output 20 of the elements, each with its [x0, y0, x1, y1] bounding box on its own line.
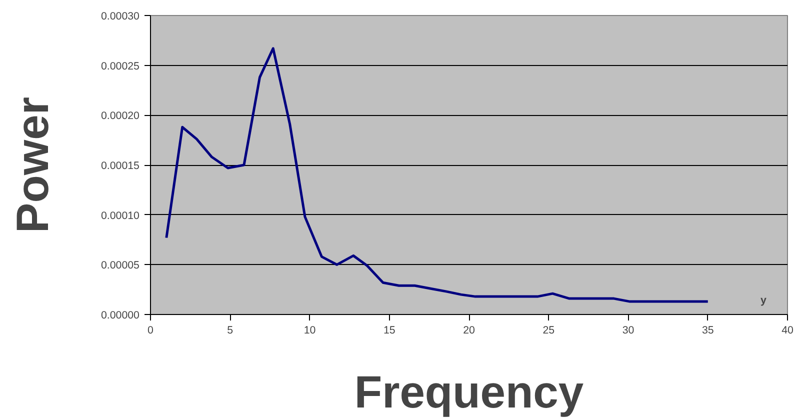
x-tick-label: 5: [227, 324, 234, 336]
x-tick-label: 10: [304, 324, 316, 336]
x-tick-label: 35: [702, 324, 714, 336]
x-tick-label: 30: [622, 324, 634, 336]
x-tick-label: 25: [542, 324, 555, 336]
x-tick-label: 20: [463, 324, 475, 336]
x-tick-label: 15: [383, 324, 396, 336]
line-series: [165, 47, 710, 303]
y-tick-label: 0.00000: [100, 310, 140, 322]
y-tick-label: 0.00015: [100, 160, 140, 172]
y-tick-label: 0.00020: [100, 110, 140, 122]
y-tick-label: 0.00005: [100, 260, 140, 272]
y-tick-label: 0.00025: [100, 60, 140, 72]
x-tick-label: 0: [148, 324, 154, 336]
y-axis-title: Power: [6, 96, 58, 234]
y-tick-label: 0.00030: [100, 10, 140, 22]
x-tick-label: 40: [782, 324, 794, 336]
annotation: y: [760, 294, 766, 306]
x-axis-title: Frequency: [354, 366, 584, 418]
y-tick-label: 0.00010: [100, 210, 140, 222]
